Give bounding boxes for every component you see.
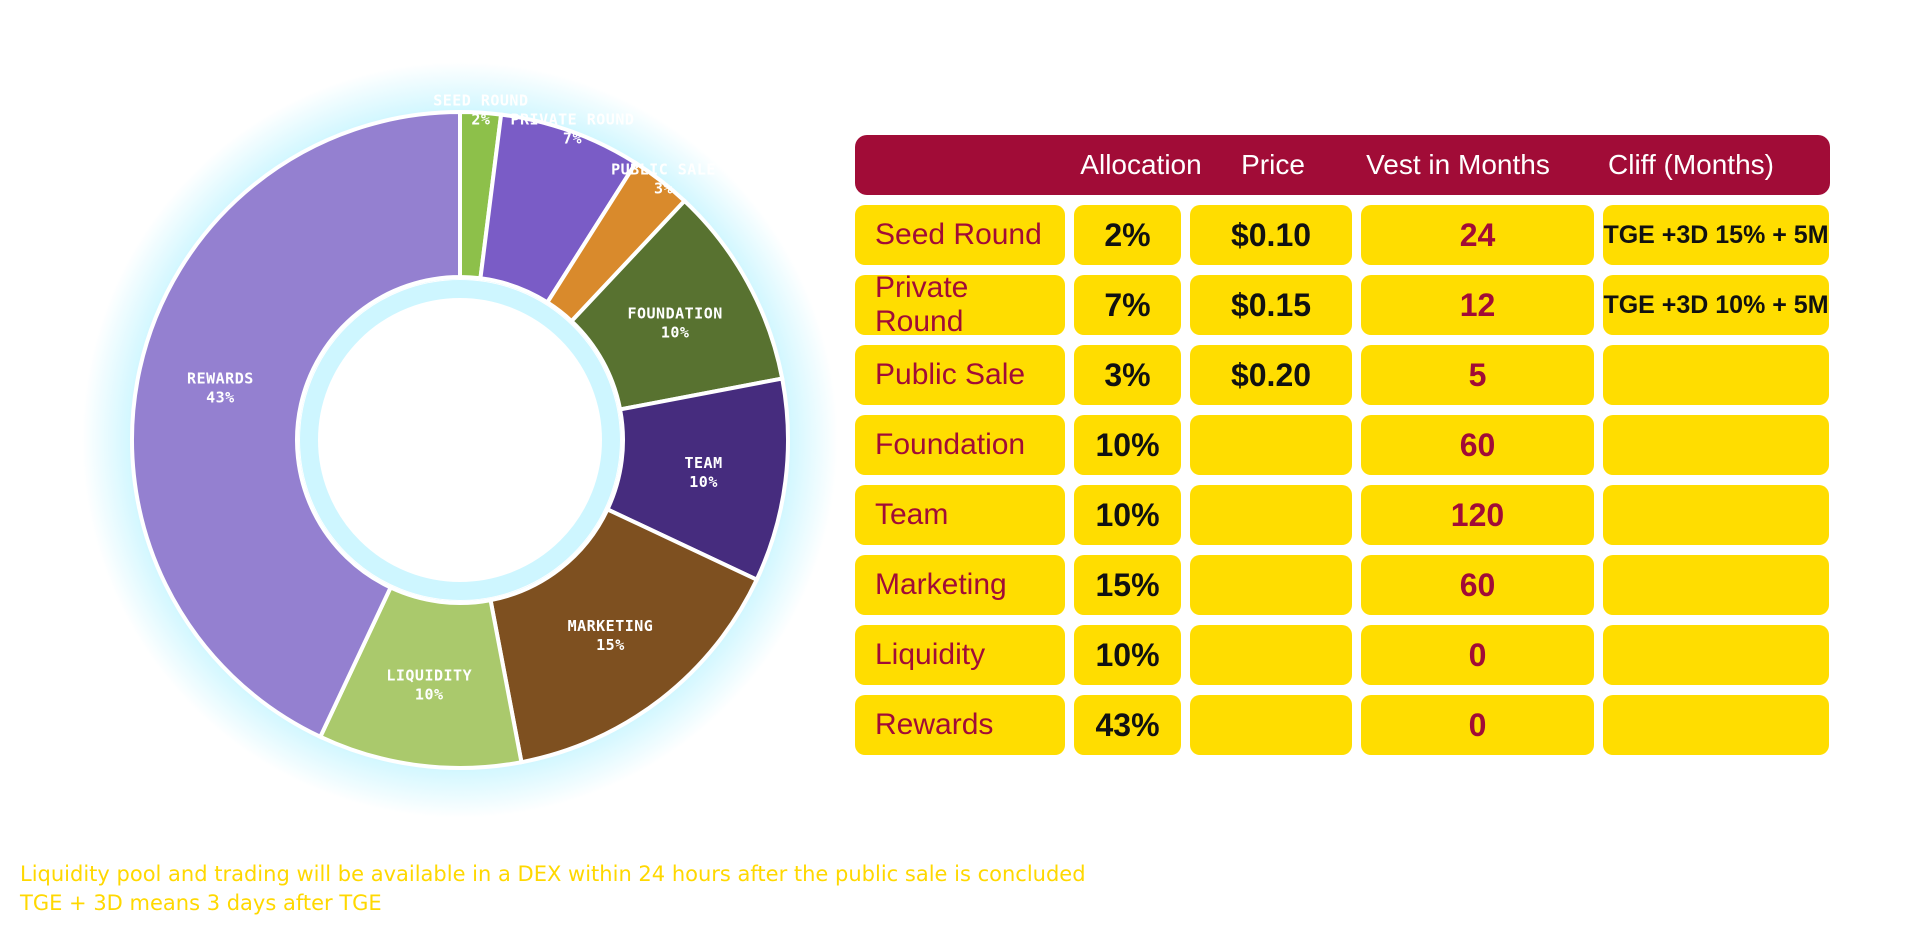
slice-value-public-sale: 3% (654, 180, 673, 198)
cell-cliff (1603, 555, 1829, 615)
cell-allocation: 10% (1074, 625, 1181, 685)
cell-vest: 120 (1361, 485, 1594, 545)
cell-allocation: 10% (1074, 485, 1181, 545)
table-row: Marketing 15% 60 (855, 555, 1830, 615)
cell-allocation: 15% (1074, 555, 1181, 615)
cell-vest: 0 (1361, 625, 1594, 685)
slice-label-public-sale: PUBLIC SALE (611, 161, 716, 179)
slice-value-seed-round: 2% (471, 111, 490, 129)
slice-marketing (488, 506, 760, 765)
cell-allocation: 10% (1074, 415, 1181, 475)
cell-cliff: TGE +3D 10% + 5M (1603, 275, 1829, 335)
footnotes: Liquidity pool and trading will be avail… (20, 860, 1086, 918)
slice-label-seed-round: SEED ROUND (433, 92, 528, 110)
cell-name: Liquidity (855, 625, 1065, 685)
slice-label-rewards: REWARDS (187, 369, 254, 387)
cell-name: Rewards (855, 695, 1065, 755)
footnote-liquidity: Liquidity pool and trading will be avail… (20, 862, 1086, 886)
slice-rewards (130, 109, 462, 740)
cell-name: Private Round (855, 271, 1065, 338)
table-row: Liquidity 10% 0 (855, 625, 1830, 685)
header-price: Price (1241, 149, 1305, 180)
cell-price: $0.20 (1190, 345, 1352, 405)
table-row: Foundation 10% 60 (855, 415, 1830, 475)
slice-label-marketing: MARKETING (568, 617, 654, 635)
cell-name: Seed Round (855, 205, 1065, 265)
cell-name: Foundation (855, 415, 1065, 475)
cell-price (1190, 555, 1352, 615)
slice-value-marketing: 15% (596, 636, 625, 654)
table-row: Public Sale 3% $0.20 5 (855, 345, 1830, 405)
cell-cliff (1603, 415, 1829, 475)
cell-price: $0.15 (1190, 275, 1352, 335)
slice-value-foundation: 10% (661, 324, 690, 342)
header-cliff: Cliff (Months) (1608, 149, 1774, 180)
cell-vest: 60 (1361, 415, 1594, 475)
cell-name: Team (855, 485, 1065, 545)
cell-price (1190, 415, 1352, 475)
token-allocation-donut-chart: SEED ROUND 2% PRIVATE ROUND 7% PUBLIC SALE 3%… (80, 60, 840, 820)
table-row: Rewards 43% 0 (855, 695, 1830, 755)
cell-vest: 60 (1361, 555, 1594, 615)
cell-allocation: 7% (1074, 275, 1181, 335)
table-row: Team 10% 120 (855, 485, 1830, 545)
slice-label-team: TEAM (685, 454, 723, 472)
cell-cliff (1603, 485, 1829, 545)
table-header: Allocation Price Vest in Months Cliff (M… (855, 135, 1830, 195)
slice-label-foundation: FOUNDATION (627, 305, 722, 323)
cell-vest: 0 (1361, 695, 1594, 755)
footnote-tge: TGE + 3D means 3 days after TGE (20, 891, 382, 915)
cell-cliff: TGE +3D 15% + 5M (1603, 205, 1829, 265)
cell-price (1190, 485, 1352, 545)
table-row: Private Round 7% $0.15 12 TGE +3D 10% + … (855, 271, 1830, 338)
cell-name: Public Sale (855, 345, 1065, 405)
donut-hole-glow (300, 280, 620, 600)
donut-hole (299, 279, 621, 601)
cell-allocation: 3% (1074, 345, 1181, 405)
allocation-table: Allocation Price Vest in Months Cliff (M… (855, 135, 1830, 765)
cell-vest: 12 (1361, 275, 1594, 335)
cell-price (1190, 625, 1352, 685)
slice-value-private-round: 7% (563, 130, 582, 148)
cell-cliff (1603, 345, 1829, 405)
header-allocation: Allocation (1080, 149, 1202, 180)
cell-cliff (1603, 625, 1829, 685)
table-row: Seed Round 2% $0.10 24 TGE +3D 15% + 5M (855, 205, 1830, 265)
cell-cliff (1603, 695, 1829, 755)
cell-price (1190, 695, 1352, 755)
cell-price: $0.10 (1190, 205, 1352, 265)
slice-value-liquidity: 10% (415, 686, 444, 704)
cell-vest: 5 (1361, 345, 1594, 405)
cell-allocation: 43% (1074, 695, 1181, 755)
cell-name: Marketing (855, 555, 1065, 615)
slice-label-liquidity: LIQUIDITY (386, 667, 472, 685)
cell-allocation: 2% (1074, 205, 1181, 265)
header-blank (855, 135, 1065, 195)
slice-label-private-round: PRIVATE ROUND (511, 111, 635, 129)
header-vest: Vest in Months (1366, 149, 1550, 180)
slice-value-team: 10% (689, 473, 718, 491)
cell-vest: 24 (1361, 205, 1594, 265)
slice-value-rewards: 43% (206, 388, 235, 406)
